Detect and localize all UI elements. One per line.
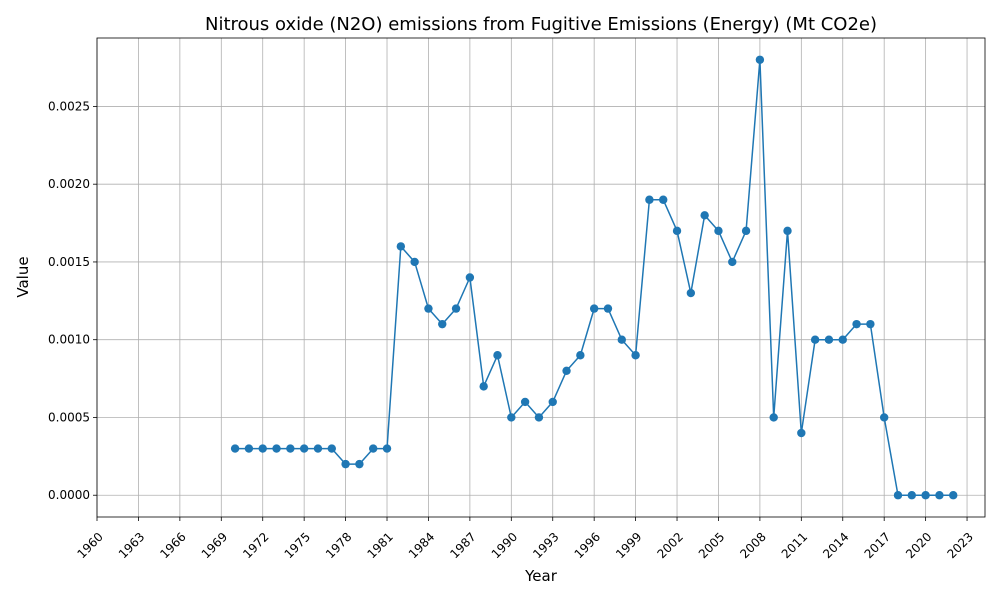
- data-point: [824, 335, 834, 344]
- data-point: [893, 491, 903, 500]
- data-point: [355, 459, 364, 469]
- data-point: [562, 366, 571, 376]
- data-point: [520, 397, 530, 407]
- data-point: [852, 319, 861, 329]
- data-point: [286, 444, 295, 453]
- data-point: [230, 444, 240, 453]
- data-point: [921, 491, 930, 500]
- data-point: [728, 257, 737, 267]
- data-point: [589, 304, 599, 313]
- data-point: [866, 319, 875, 329]
- data-series: [230, 55, 958, 500]
- y-tick-label: 0.0005: [48, 410, 90, 424]
- data-point: [313, 444, 323, 453]
- data-point: [465, 273, 475, 282]
- data-point: [631, 351, 640, 360]
- data-point: [299, 444, 309, 453]
- data-point: [700, 211, 709, 220]
- data-point: [507, 413, 516, 422]
- data-point: [949, 491, 958, 500]
- data-point: [686, 288, 696, 298]
- y-tick-label: 0.0000: [48, 488, 90, 502]
- data-point: [783, 226, 792, 236]
- data-point: [382, 444, 392, 453]
- data-point: [935, 491, 944, 500]
- data-point: [810, 335, 820, 344]
- data-point: [645, 195, 654, 204]
- data-point: [797, 428, 806, 438]
- data-point: [838, 335, 847, 344]
- data-point: [244, 444, 254, 453]
- data-point: [479, 382, 488, 391]
- data-point: [341, 459, 350, 469]
- data-point: [617, 335, 626, 344]
- y-tick-label: 0.0010: [48, 333, 90, 347]
- y-axis-ticks: 0.0000 0.0005 0.0010 0.0015 0.0020 0.0025: [48, 99, 97, 502]
- data-point: [769, 413, 778, 422]
- data-point: [659, 195, 668, 204]
- data-point: [879, 413, 889, 422]
- data-point: [396, 242, 406, 251]
- data-point: [576, 351, 585, 360]
- axes-frame: [96, 37, 986, 518]
- x-axis-label: Year: [524, 567, 558, 585]
- data-point: [410, 257, 419, 267]
- chart-title: Nitrous oxide (N2O) emissions from Fugit…: [205, 14, 877, 35]
- data-point: [272, 444, 281, 453]
- data-point: [741, 226, 751, 236]
- data-point: [493, 351, 502, 360]
- data-point: [451, 304, 461, 313]
- data-point: [424, 304, 433, 313]
- y-tick-label: 0.0020: [48, 177, 90, 191]
- data-point: [672, 226, 682, 236]
- data-point: [438, 319, 447, 329]
- data-point: [369, 444, 378, 453]
- y-tick-label: 0.0025: [48, 99, 90, 113]
- y-tick-label: 0.0015: [48, 255, 90, 269]
- data-point: [534, 413, 544, 422]
- data-point: [603, 304, 613, 313]
- plot-area-border: [96, 37, 986, 518]
- data-point: [907, 491, 917, 500]
- data-point: [714, 226, 723, 236]
- data-point: [755, 55, 765, 64]
- y-axis-label: Value: [14, 256, 32, 297]
- data-point: [327, 444, 336, 453]
- grid: [96, 38, 985, 517]
- data-point: [548, 397, 557, 407]
- data-point: [258, 444, 267, 453]
